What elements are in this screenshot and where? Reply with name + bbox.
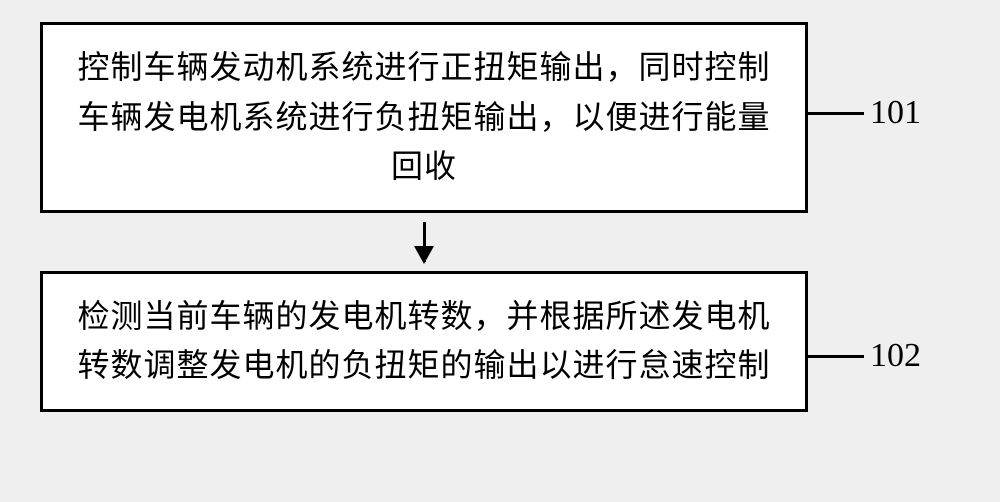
down-arrow-icon	[423, 222, 426, 262]
step-1-text: 控制车辆发动机系统进行正扭矩输出，同时控制车辆发电机系统进行负扭矩输出，以便进行…	[71, 43, 777, 192]
step-2-text: 检测当前车辆的发电机转数，并根据所述发电机转数调整发电机的负扭矩的输出以进行怠速…	[71, 292, 777, 391]
flowchart-step-2: 检测当前车辆的发电机转数，并根据所述发电机转数调整发电机的负扭矩的输出以进行怠速…	[40, 271, 808, 412]
label-connector-2	[808, 355, 864, 358]
arrow-connector	[40, 213, 808, 271]
flowchart-container: 控制车辆发动机系统进行正扭矩输出，同时控制车辆发电机系统进行负扭矩输出，以便进行…	[40, 22, 960, 412]
step-2-label: 102	[870, 337, 921, 375]
step-1-label: 101	[870, 94, 921, 132]
flowchart-step-1: 控制车辆发动机系统进行正扭矩输出，同时控制车辆发电机系统进行负扭矩输出，以便进行…	[40, 22, 808, 213]
label-connector-1	[808, 112, 864, 115]
